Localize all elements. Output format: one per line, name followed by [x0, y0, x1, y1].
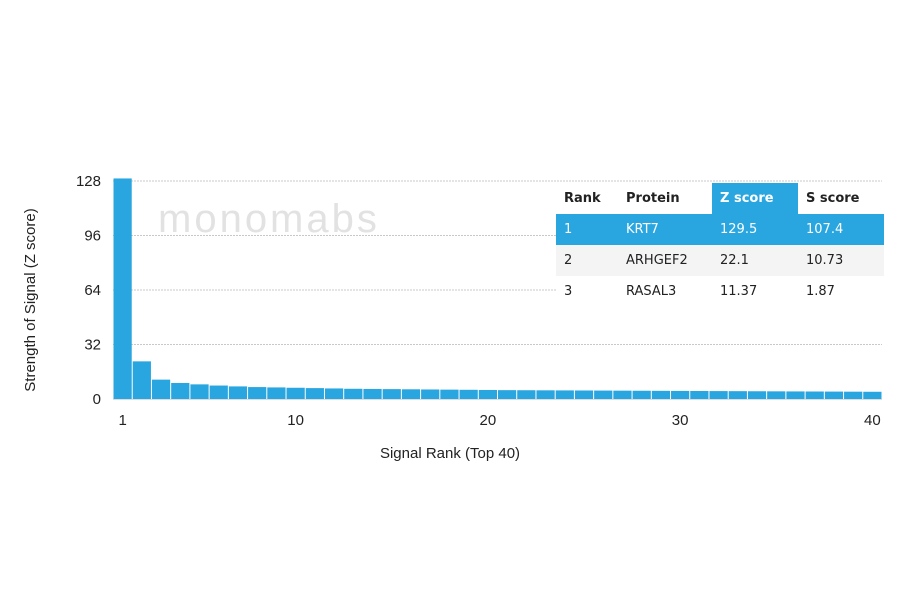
bar	[690, 390, 709, 399]
bar	[536, 390, 555, 399]
bar	[248, 387, 267, 399]
bar	[363, 388, 382, 399]
cell-rank: 1	[556, 214, 618, 245]
bar	[613, 390, 632, 399]
y-tick-label: 128	[76, 173, 101, 190]
bar	[228, 386, 248, 399]
cell-z-score: 22.1	[712, 245, 798, 276]
x-axis-title: Signal Rank (Top 40)	[380, 445, 520, 462]
bar	[151, 379, 171, 399]
bar	[498, 390, 517, 399]
header-s-score: S score	[798, 183, 884, 214]
bar	[632, 390, 651, 399]
bar	[209, 385, 228, 399]
x-tick-label: 20	[480, 412, 497, 429]
cell-z-score: 11.37	[712, 276, 798, 307]
cell-rank: 3	[556, 276, 618, 307]
bars	[113, 178, 882, 399]
bar	[517, 390, 536, 399]
bar	[171, 382, 190, 399]
rank-table: Rank Protein Z score S score 1 KRT7 129.…	[556, 183, 884, 307]
bar	[594, 390, 613, 399]
table-header-row: Rank Protein Z score S score	[556, 183, 884, 214]
cell-s-score: 10.73	[798, 245, 884, 276]
x-tick-label: 30	[672, 412, 689, 429]
bar	[805, 391, 824, 399]
bar	[671, 390, 690, 399]
cell-s-score: 107.4	[798, 214, 884, 245]
bar	[286, 387, 305, 399]
header-rank: Rank	[556, 183, 618, 214]
watermark: monomabs	[158, 197, 380, 241]
bar	[113, 178, 132, 399]
x-tick-label: 1	[118, 412, 126, 429]
bar	[824, 391, 844, 399]
bar	[728, 391, 747, 399]
header-protein: Protein	[618, 183, 712, 214]
bar	[651, 390, 671, 399]
x-axis-ticks: 1 10 20 30 40	[118, 412, 880, 429]
table-row: 2 ARHGEF2 22.1 10.73	[556, 245, 884, 276]
bar	[786, 391, 805, 399]
cell-z-score: 129.5	[712, 214, 798, 245]
cell-s-score: 1.87	[798, 276, 884, 307]
y-tick-label: 0	[93, 391, 101, 408]
bar	[459, 389, 478, 399]
bar	[190, 384, 209, 399]
bar	[478, 389, 497, 399]
bar	[421, 389, 440, 399]
y-tick-label: 64	[84, 282, 101, 299]
table-row: 1 KRT7 129.5 107.4	[556, 214, 884, 245]
bar	[267, 387, 286, 399]
bar	[844, 391, 863, 399]
table-row: 3 RASAL3 11.37 1.87	[556, 276, 884, 307]
header-z-score: Z score	[712, 183, 798, 214]
bar	[344, 388, 363, 399]
bar	[440, 389, 459, 399]
x-tick-label: 10	[287, 412, 304, 429]
bar	[555, 390, 574, 399]
cell-protein: KRT7	[618, 214, 712, 245]
cell-rank: 2	[556, 245, 618, 276]
bar	[324, 388, 344, 399]
y-tick-label: 96	[84, 228, 101, 245]
y-axis-ticks: 0 32 64 96 128	[76, 173, 101, 408]
bar	[863, 391, 882, 399]
bar	[709, 391, 728, 399]
y-tick-label: 32	[84, 337, 101, 354]
bar	[401, 389, 421, 399]
y-axis-title: Strength of Signal (Z score)	[22, 208, 39, 391]
bar	[767, 391, 786, 399]
bar	[305, 388, 324, 399]
cell-protein: ARHGEF2	[618, 245, 712, 276]
bar	[132, 361, 151, 399]
bar	[382, 389, 401, 399]
bar	[574, 390, 594, 399]
x-tick-label: 40	[864, 412, 881, 429]
cell-protein: RASAL3	[618, 276, 712, 307]
bar	[747, 391, 767, 399]
